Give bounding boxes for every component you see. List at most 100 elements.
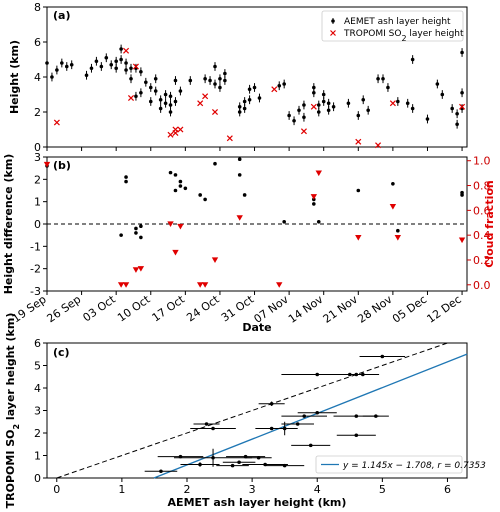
cloud-fraction-point xyxy=(458,237,466,244)
height-difference-point xyxy=(119,233,123,237)
ash-height-point xyxy=(346,101,351,106)
ash-height-point xyxy=(129,66,133,71)
ash-height-point xyxy=(435,82,440,86)
ash-height-point xyxy=(158,106,163,111)
height-difference-point xyxy=(124,179,128,184)
comparison-point xyxy=(269,401,274,406)
comparison-point xyxy=(308,443,313,448)
cloud-fraction-point xyxy=(177,223,184,230)
ash-height-point xyxy=(223,78,227,83)
ash-height-point xyxy=(119,57,123,62)
panel-c-ytick-label: 6 xyxy=(34,337,41,350)
ash-height-point xyxy=(114,66,118,71)
ash-height-point xyxy=(460,50,464,55)
ash-height-point xyxy=(312,85,316,90)
height-difference-point xyxy=(134,231,138,235)
comparison-point xyxy=(282,463,287,468)
panel-b-xtick-label: 28 Nov xyxy=(355,293,395,326)
ash-height-point xyxy=(366,108,370,113)
ash-height-point xyxy=(163,92,168,97)
ash-height-point xyxy=(84,73,89,78)
ash-height-point xyxy=(410,106,415,111)
comparison-point xyxy=(380,354,385,359)
ash-height-point xyxy=(247,87,252,92)
ash-height-point xyxy=(168,94,173,99)
panel-a: (a) 0 2 4 6 8 Height (km) AEMET ash layer heigh… xyxy=(8,1,468,154)
ash-height-point xyxy=(321,99,326,104)
legend-so2-label: TROPOMI SO2 layer height xyxy=(343,29,464,43)
ash-height-point xyxy=(218,76,222,81)
ash-height-point xyxy=(455,122,459,127)
ash-height-point xyxy=(148,99,153,104)
ash-height-point xyxy=(208,78,212,83)
ash-height-point xyxy=(425,117,430,121)
height-difference-point xyxy=(173,188,178,193)
ash-height-point xyxy=(139,69,143,74)
so2-height-point xyxy=(123,47,130,54)
height-difference-point xyxy=(356,188,361,193)
so2-height-point xyxy=(355,138,362,145)
cloud-fraction-point xyxy=(389,204,397,210)
comparison-point xyxy=(295,422,300,426)
panel-b-xtick-label: 24 Oct xyxy=(184,292,222,324)
panel-b-ytick-right-label: 0.0 xyxy=(473,279,491,292)
ash-height-point xyxy=(109,62,114,67)
ash-height-point xyxy=(292,118,296,123)
ash-height-point xyxy=(326,108,331,113)
ash-height-point xyxy=(153,89,158,93)
cloud-fraction-point xyxy=(355,235,362,241)
ash-height-point xyxy=(168,103,173,107)
ash-height-point xyxy=(124,61,128,65)
panel-b-ylabel-right: Cloud fraction xyxy=(483,180,496,268)
ash-height-point xyxy=(129,76,133,81)
comparison-point xyxy=(159,469,163,474)
panel-c-ytick-label: 0 xyxy=(34,472,41,485)
panel-b-xtick-label: 05 Dec xyxy=(390,293,429,326)
panel-c-xtick-label: 0 xyxy=(53,483,60,496)
ash-height-point xyxy=(148,85,153,90)
comparison-point xyxy=(361,372,365,377)
height-difference-point xyxy=(173,173,178,177)
panel-c-xtick-label: 2 xyxy=(184,483,191,496)
ash-height-point xyxy=(50,75,54,79)
cloud-fraction-point xyxy=(137,266,145,272)
ash-height-point xyxy=(381,76,385,81)
height-difference-point xyxy=(198,193,202,197)
ash-height-point xyxy=(450,106,454,111)
so2-height-point xyxy=(167,131,174,138)
panel-b-xtick-label: 03 Oct xyxy=(81,292,119,324)
ash-height-point xyxy=(237,110,242,114)
height-difference-point xyxy=(282,219,286,224)
cloud-fraction-point xyxy=(172,249,179,256)
ash-height-point xyxy=(213,64,217,69)
ash-height-point xyxy=(242,106,247,111)
panel-a-ytick-label: 8 xyxy=(34,1,41,14)
ash-height-point xyxy=(376,76,380,81)
ash-height-point xyxy=(99,64,104,69)
height-difference-point xyxy=(316,219,321,224)
panel-c-ytick-label: 2 xyxy=(34,427,41,440)
cloud-fraction-point xyxy=(43,161,51,168)
ash-height-point xyxy=(247,97,252,102)
panel-b-ytick-label: 3 xyxy=(34,151,41,164)
height-difference-point xyxy=(312,202,316,206)
panel-b-ylabel: Height difference (km) xyxy=(2,154,15,295)
ash-height-point xyxy=(124,68,128,72)
ash-height-point xyxy=(321,92,326,97)
panel-a-ylabel: Height (km) xyxy=(8,40,21,114)
ash-height-point xyxy=(302,103,306,107)
ash-height-point xyxy=(119,47,123,51)
panel-b-xtick-label: 31 Oct xyxy=(219,292,257,324)
panel-b-ytick-right-label: 0.2 xyxy=(473,254,491,267)
ash-height-point xyxy=(173,78,178,83)
panel-b-xtick-label: 12 Dec xyxy=(425,293,464,326)
panel-c-xtick-label: 3 xyxy=(249,483,256,496)
ash-height-point xyxy=(316,103,321,107)
height-difference-point xyxy=(168,170,173,175)
cloud-fraction-point xyxy=(236,215,243,221)
ash-height-point xyxy=(203,76,207,81)
cloud-fraction-point xyxy=(196,282,204,288)
ash-height-point xyxy=(188,78,193,83)
so2-height-point xyxy=(53,119,60,126)
